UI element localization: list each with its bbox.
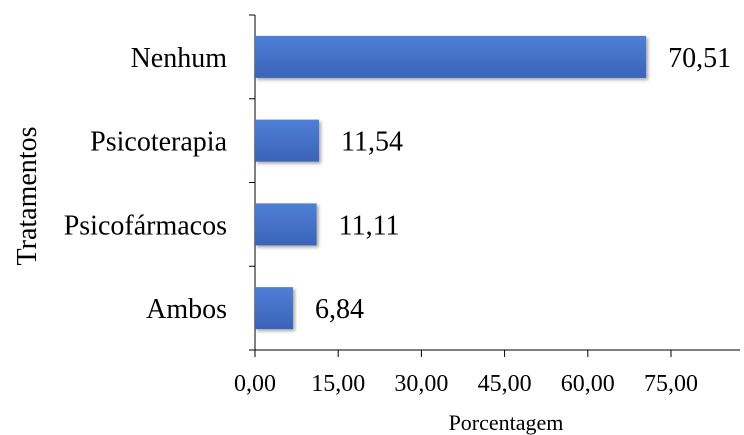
x-tick-label: 0,00 xyxy=(234,371,276,397)
x-tick-label: 15,00 xyxy=(311,371,365,397)
bar xyxy=(255,287,293,330)
category-label: Psicoterapia xyxy=(90,127,227,158)
bar xyxy=(255,35,647,78)
category-label: Psicofármacos xyxy=(64,210,227,241)
bar xyxy=(255,203,317,246)
category-label: Ambos xyxy=(146,294,227,325)
x-tick-label: 75,00 xyxy=(644,371,698,397)
data-label: 6,84 xyxy=(315,294,364,325)
data-label: 11,54 xyxy=(341,127,403,158)
x-tick-label: 60,00 xyxy=(561,371,615,397)
data-label: 11,11 xyxy=(339,210,400,241)
x-tick-label: 45,00 xyxy=(478,371,532,397)
data-label: 70,51 xyxy=(668,43,731,74)
plot-area: 0,00 15,00 30,00 45,00 60,00 75,00 Nenhum 70,51… xyxy=(64,14,740,397)
bar xyxy=(255,119,320,162)
x-tick-label: 30,00 xyxy=(394,371,448,397)
y-axis-title: Tratamentos xyxy=(12,127,43,266)
x-axis-title: Porcentagem xyxy=(449,410,564,435)
category-label: Nenhum xyxy=(131,43,228,74)
